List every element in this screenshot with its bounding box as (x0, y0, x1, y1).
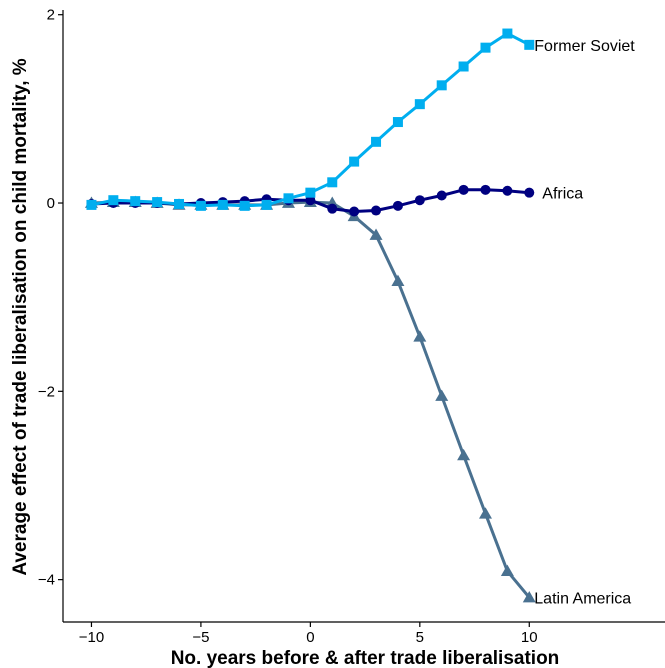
data-point (522, 591, 536, 603)
data-point (457, 448, 471, 461)
data-point (327, 203, 338, 214)
data-point (392, 200, 403, 211)
data-point (217, 199, 228, 210)
data-point (391, 274, 405, 287)
data-point (480, 42, 491, 53)
data-point (480, 184, 491, 195)
data-point (414, 99, 425, 110)
data-point (436, 80, 447, 91)
series-line-latin-america (91, 200, 531, 599)
data-point (458, 184, 469, 195)
data-point (502, 28, 513, 39)
x-tick-label: 5 (416, 629, 424, 646)
x-tick-label: −10 (79, 629, 104, 646)
data-point (261, 199, 272, 210)
data-point (436, 190, 447, 201)
data-point (130, 196, 141, 207)
data-point (152, 197, 163, 208)
y-tick-label: 2 (47, 7, 55, 24)
data-point (413, 330, 427, 342)
data-point (305, 195, 316, 206)
data-point (371, 205, 382, 216)
data-point (458, 61, 469, 72)
y-tick-label: −4 (38, 572, 55, 589)
x-axis-title: No. years before & after trade liberalis… (171, 648, 560, 668)
data-point (195, 200, 206, 211)
data-point (478, 507, 492, 519)
series-latin-america: Latin America (84, 195, 631, 608)
data-point (524, 39, 535, 50)
y-tick-label: 0 (47, 195, 55, 212)
data-point (239, 200, 250, 211)
data-point (369, 228, 383, 240)
data-point (108, 195, 119, 206)
axes: −10 −5 0 5 10 −4 −2 0 2 (38, 7, 665, 646)
data-point (349, 156, 360, 167)
data-point (392, 117, 403, 128)
x-tick-label: 0 (306, 629, 314, 646)
data-point (86, 199, 97, 210)
data-point (502, 185, 513, 196)
data-point (500, 564, 514, 577)
y-tick-label: −2 (38, 383, 55, 400)
series-label-latin-america: Latin America (534, 591, 631, 608)
data-point (283, 193, 294, 204)
series-line-former-soviet (91, 32, 530, 208)
data-point (327, 177, 338, 188)
data-point (174, 198, 185, 209)
x-tick-label: 10 (521, 629, 538, 646)
series-label-africa: Africa (542, 186, 583, 203)
series-former-soviet: Former Soviet (86, 28, 635, 211)
x-tick-label: −5 (192, 629, 209, 646)
series-layer: Latin America Africa Former Soviet (84, 28, 635, 608)
data-point (305, 187, 316, 198)
data-point (524, 187, 535, 198)
series-label-former-soviet: Former Soviet (534, 38, 635, 55)
y-axis-title: Average effect of trade liberalisation o… (10, 58, 31, 575)
data-point (349, 206, 360, 217)
data-point (371, 136, 382, 147)
data-point (414, 195, 425, 206)
data-point (435, 389, 449, 401)
